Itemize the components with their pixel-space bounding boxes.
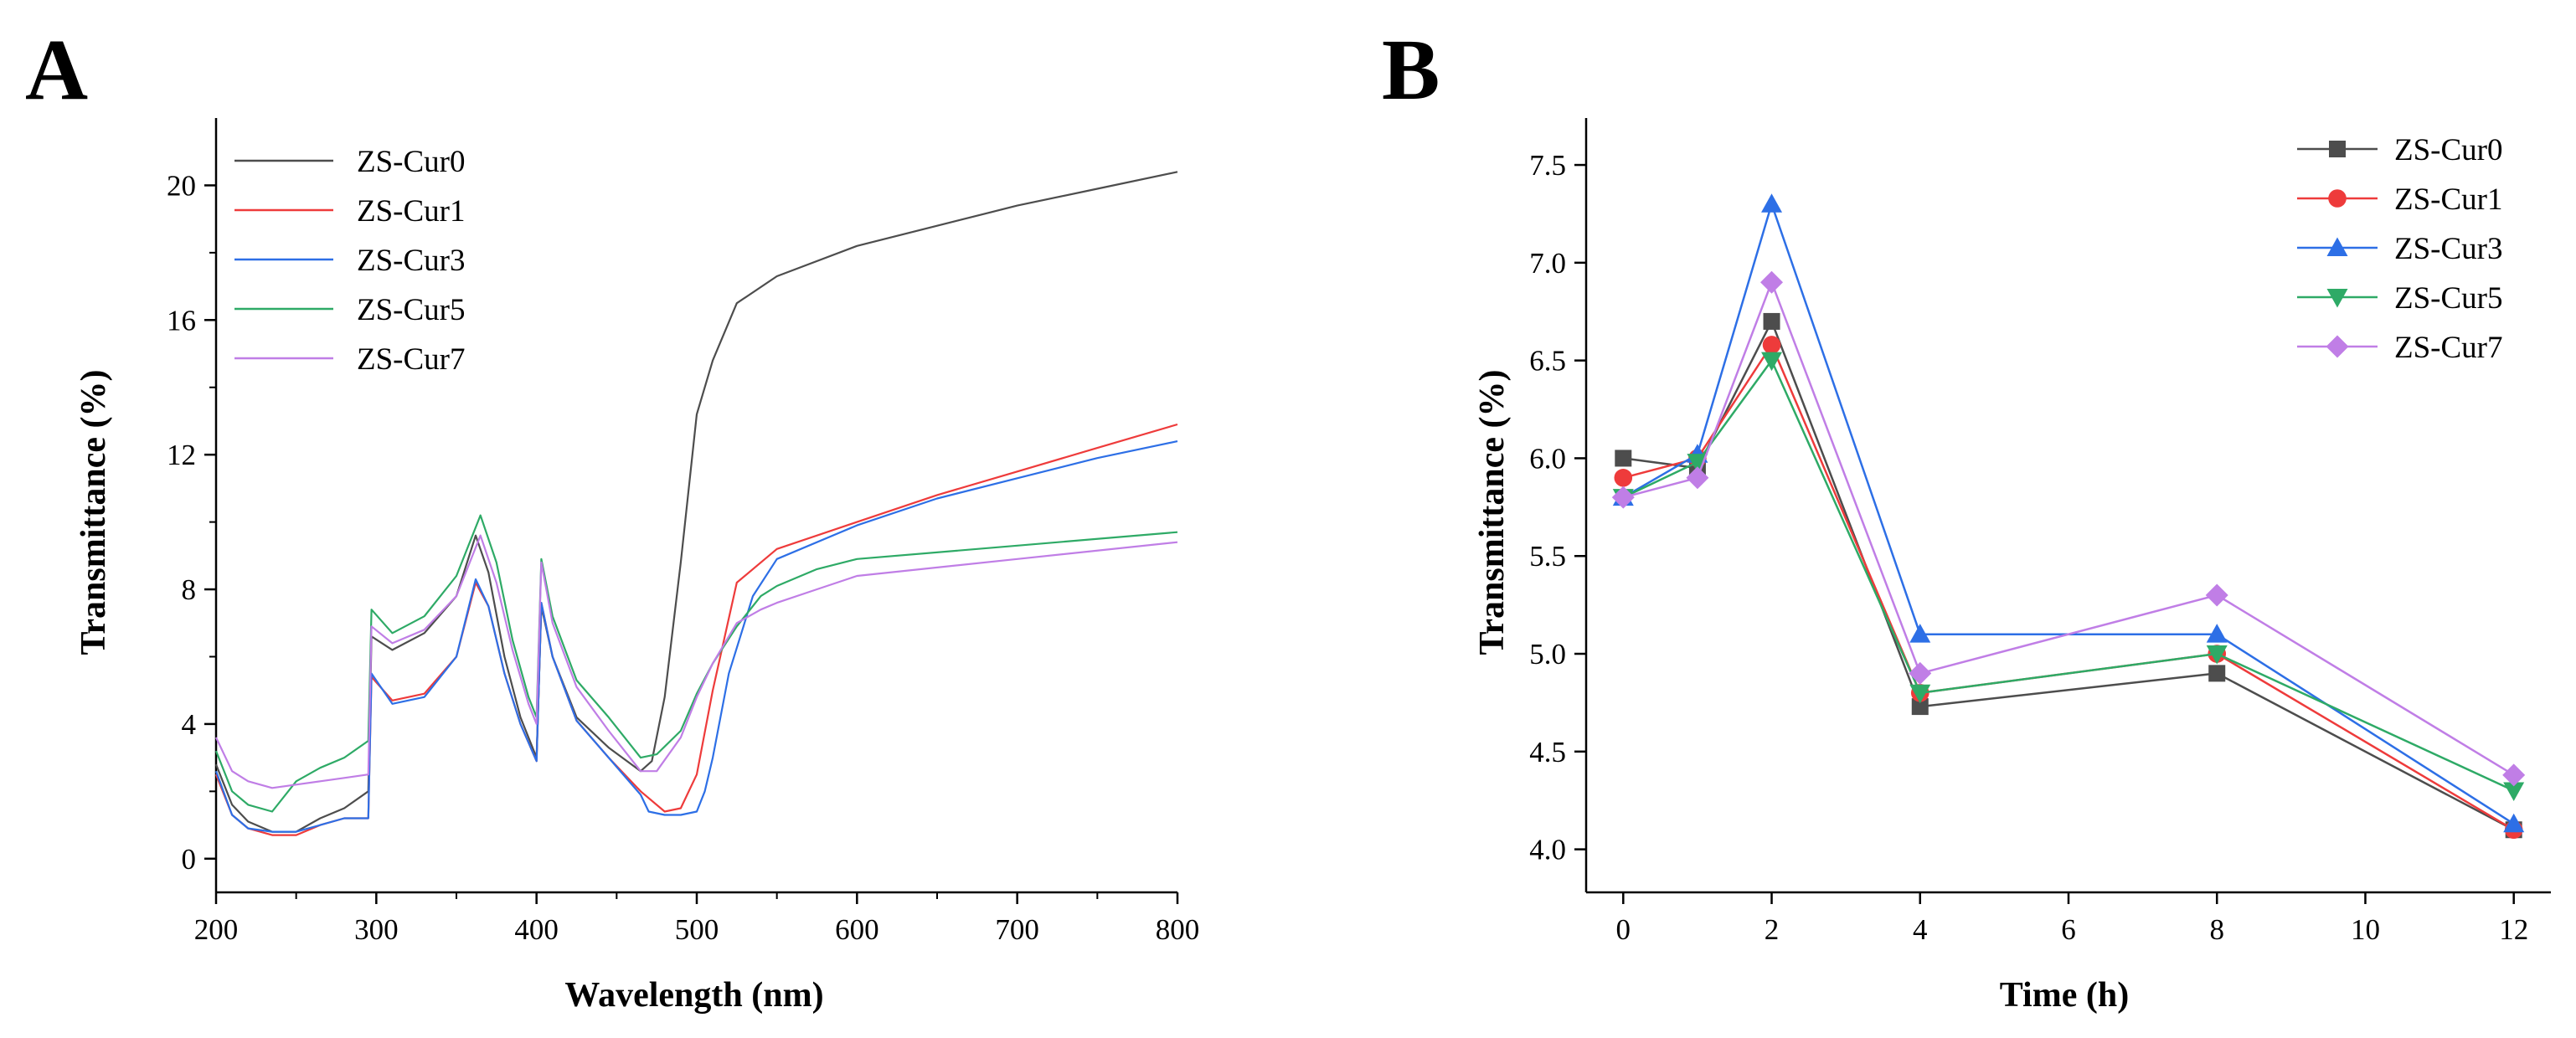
legend: ZS-Cur0 ZS-Cur1 ZS-Cur3 ZS-Cur5 ZS-Cur7 — [2297, 133, 2503, 365]
legend-label: ZS-Cur5 — [357, 293, 466, 327]
legend-label: ZS-Cur7 — [357, 342, 466, 377]
x-tick-label: 200 — [194, 913, 239, 946]
data-point-zs-cur7 — [1760, 270, 1784, 294]
panel-b-y-axis-title: Transmittance (%) — [1473, 370, 1512, 655]
series-line-zs-cur7 — [215, 534, 1178, 789]
legend-marker — [2326, 237, 2348, 256]
data-point-zs-cur7 — [1909, 661, 1932, 685]
y-tick-label: 7.5 — [1529, 149, 1566, 182]
y-tick-label: 16 — [167, 304, 196, 337]
y-tick-label: 0 — [182, 843, 197, 876]
data-point-zs-cur0 — [2208, 665, 2226, 682]
data-point-zs-cur0 — [1911, 698, 1929, 716]
legend-item-zs-cur1: ZS-Cur1 — [234, 194, 466, 229]
y-tick-label: 8 — [182, 573, 197, 606]
legend-label: ZS-Cur7 — [2394, 331, 2503, 365]
panel-a-x-axis-title: Wavelength (nm) — [564, 976, 823, 1015]
legend-marker — [2326, 335, 2349, 358]
legend-label: ZS-Cur1 — [2394, 182, 2503, 217]
series-line-zs-cur5 — [1622, 359, 2515, 792]
legend-marker — [2326, 289, 2348, 308]
series-line-zs-cur7 — [1622, 280, 2515, 776]
data-point-zs-cur3 — [2206, 624, 2228, 643]
data-point-zs-cur5 — [1909, 684, 1931, 704]
legend-item-zs-cur7: ZS-Cur7 — [2297, 331, 2503, 365]
y-tick-label: 20 — [167, 169, 196, 202]
data-point-zs-cur0 — [1763, 312, 1780, 330]
legend-item-zs-cur5: ZS-Cur5 — [234, 293, 466, 327]
legend-item-zs-cur3: ZS-Cur3 — [234, 244, 466, 278]
panel-b-chart: B 0 2 4 6 8 10 12 4.0 4.5 5.0 5.5 6.0 6.5 7.0 7.5 ZS-Cu… — [1382, 22, 2551, 1015]
data-point-zs-cur5 — [1687, 454, 1708, 473]
x-tick-label: 10 — [2351, 913, 2380, 946]
data-point-zs-cur3 — [2503, 813, 2525, 833]
x-tick-label: 500 — [675, 913, 719, 946]
panel-b-plot-area: 0 2 4 6 8 10 12 4.0 4.5 5.0 5.5 6.0 6.5 7.0 7.5 ZS-Cur0… — [1529, 118, 2551, 946]
legend-label: ZS-Cur5 — [2394, 281, 2503, 316]
legend-label: ZS-Cur0 — [357, 145, 466, 179]
legend-label: ZS-Cur0 — [2394, 133, 2503, 167]
data-point-zs-cur5 — [2503, 782, 2525, 802]
x-tick-label: 12 — [2499, 913, 2528, 946]
x-tick-label: 400 — [514, 913, 559, 946]
y-tick-label: 4.5 — [1529, 736, 1566, 768]
x-tick-label: 0 — [1616, 913, 1631, 946]
x-tick-label: 700 — [995, 913, 1039, 946]
series-line-zs-cur3 — [214, 440, 1178, 833]
legend-item-zs-cur0: ZS-Cur0 — [234, 145, 466, 179]
legend-item-zs-cur5: ZS-Cur5 — [2297, 281, 2503, 316]
x-tick-label: 800 — [1156, 913, 1200, 946]
panel-a-letter: A — [25, 22, 88, 118]
y-tick-label: 7.0 — [1529, 247, 1566, 280]
data-point-zs-cur1 — [1762, 336, 1781, 354]
legend-item-zs-cur0: ZS-Cur0 — [2297, 133, 2503, 167]
legend-marker — [2328, 189, 2347, 208]
panel-b-letter: B — [1382, 22, 1440, 118]
y-tick-label: 4 — [182, 708, 197, 741]
data-point-zs-cur7 — [1686, 466, 1709, 490]
x-tick-label: 4 — [1913, 913, 1928, 946]
legend-label: ZS-Cur3 — [357, 244, 466, 278]
y-tick-label: 5.0 — [1529, 638, 1566, 671]
x-tick-label: 300 — [354, 913, 399, 946]
y-tick-label: 6.0 — [1529, 442, 1566, 475]
data-point-zs-cur5 — [2206, 645, 2228, 665]
data-point-zs-cur3 — [1909, 624, 1931, 643]
data-point-zs-cur7 — [1611, 486, 1635, 509]
series-line-zs-cur1 — [214, 423, 1178, 836]
data-point-zs-cur3 — [1761, 193, 1783, 213]
y-tick-label: 5.5 — [1529, 540, 1566, 573]
y-tick-label: 4.0 — [1529, 834, 1566, 866]
panel-a-y-axis-title: Transmittance (%) — [75, 370, 113, 655]
x-tick-label: 8 — [2209, 913, 2224, 946]
data-point-zs-cur7 — [2205, 583, 2228, 607]
panel-b-x-axis-title: Time (h) — [2000, 976, 2129, 1015]
data-point-zs-cur7 — [2502, 763, 2526, 787]
legend-item-zs-cur1: ZS-Cur1 — [2297, 182, 2503, 217]
y-tick-label: 12 — [167, 439, 196, 471]
x-tick-label: 6 — [2061, 913, 2076, 946]
series-line-zs-cur3 — [1622, 203, 2515, 825]
data-point-zs-cur0 — [1615, 450, 1632, 467]
x-tick-label: 600 — [835, 913, 879, 946]
legend-item-zs-cur3: ZS-Cur3 — [2297, 232, 2503, 266]
data-point-zs-cur1 — [1614, 468, 1633, 487]
legend-label: ZS-Cur1 — [357, 194, 466, 229]
legend-label: ZS-Cur3 — [2394, 232, 2503, 266]
data-point-zs-cur5 — [1761, 352, 1783, 372]
legend: ZS-Cur0 ZS-Cur1 ZS-Cur3 ZS-Cur5 ZS-Cur7 — [234, 145, 466, 377]
series-line-zs-cur5 — [214, 514, 1178, 813]
panel-a-chart: A 200 300 400 500 600 700 800048121620ZS-Cur0Z… — [25, 22, 1199, 1015]
panel-a-plot-area: 200 300 400 500 600 700 800048121620ZS-Cur0ZS-… — [167, 118, 1199, 946]
x-tick-label: 2 — [1765, 913, 1780, 946]
legend-marker — [2329, 141, 2346, 157]
y-tick-label: 6.5 — [1529, 345, 1566, 378]
legend-item-zs-cur7: ZS-Cur7 — [234, 342, 466, 377]
series-line-zs-cur1 — [1622, 343, 2515, 831]
series-line-zs-cur0 — [1623, 320, 2515, 831]
